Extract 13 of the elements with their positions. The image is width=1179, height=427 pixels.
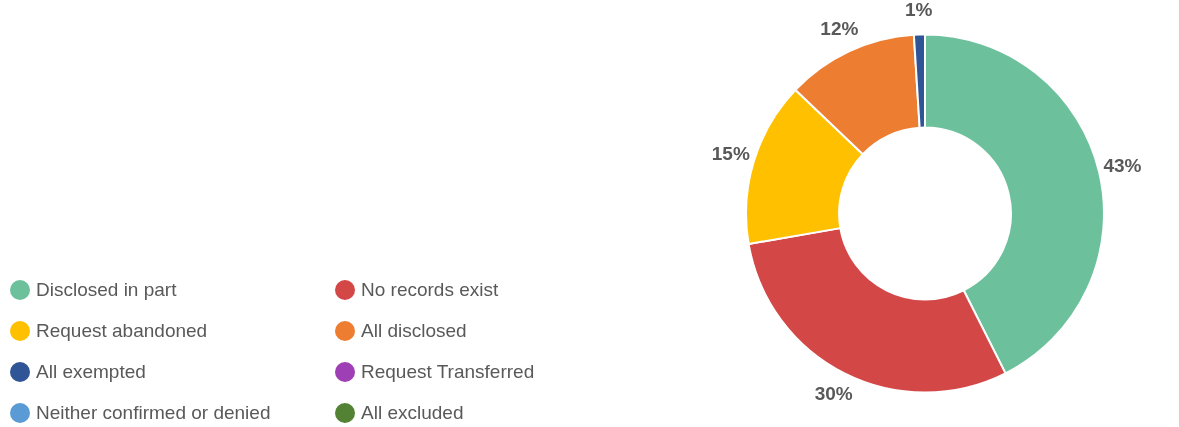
legend-label: All excluded <box>361 402 464 424</box>
data-label: 12% <box>820 17 859 39</box>
legend-label: All exempted <box>36 361 146 383</box>
legend-label: Neither confirmed or denied <box>36 402 271 424</box>
legend-label: All disclosed <box>361 320 467 342</box>
data-label: 43% <box>1103 154 1142 176</box>
data-label: 30% <box>814 383 853 405</box>
legend-label: Disclosed in part <box>36 279 177 301</box>
legend-label: No records exist <box>361 279 499 301</box>
data-label: 15% <box>711 142 750 164</box>
legend-label: Request Transferred <box>361 361 535 383</box>
data-label: 1% <box>904 0 933 20</box>
legend-label: Request abandoned <box>36 320 208 342</box>
